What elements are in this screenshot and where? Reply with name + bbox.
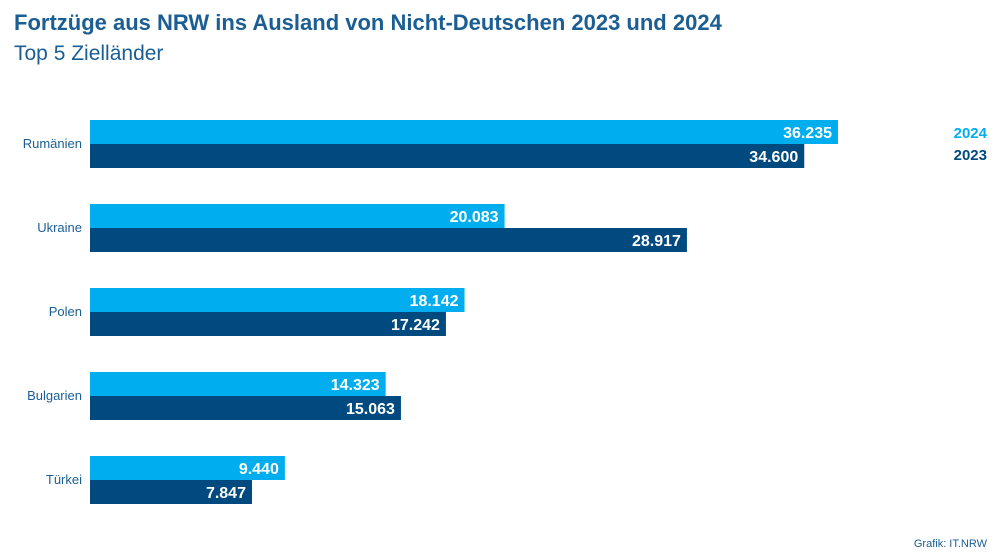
- category-label: Türkei: [46, 472, 82, 487]
- bar-2024: [90, 456, 285, 480]
- bar-2024: [90, 372, 386, 396]
- data-label: 14.323: [331, 377, 380, 394]
- bar-2023: [90, 144, 805, 168]
- data-label: 18.142: [410, 293, 459, 310]
- source-credit: Grafik: IT.NRW: [913, 538, 987, 550]
- bar-2023: [90, 312, 446, 336]
- legend-entry-2023: 2023: [954, 147, 987, 164]
- legend-entry-2024: 2024: [954, 125, 988, 142]
- data-label: 17.242: [391, 317, 440, 334]
- category-label: Ukraine: [37, 220, 82, 235]
- data-label: 7.847: [206, 485, 246, 502]
- data-label: 9.440: [239, 461, 279, 478]
- category-label: Bulgarien: [27, 388, 82, 403]
- data-label: 28.917: [632, 233, 681, 250]
- chart-subtitle: Top 5 Zielländer: [14, 42, 164, 65]
- category-label: Polen: [49, 304, 82, 319]
- bar-2023: [90, 228, 687, 252]
- bar-2024: [90, 288, 465, 312]
- data-label: 36.235: [783, 125, 832, 142]
- chart-title: Fortzüge aus NRW ins Ausland von Nicht-D…: [14, 10, 722, 35]
- bar-2024: [90, 204, 505, 228]
- data-label: 15.063: [346, 401, 395, 418]
- bar-2024: [90, 120, 838, 144]
- bar-2023: [90, 396, 401, 420]
- data-label: 34.600: [749, 149, 798, 166]
- bar-2023: [90, 480, 252, 504]
- data-label: 20.083: [450, 209, 499, 226]
- category-label: Rumänien: [23, 136, 82, 151]
